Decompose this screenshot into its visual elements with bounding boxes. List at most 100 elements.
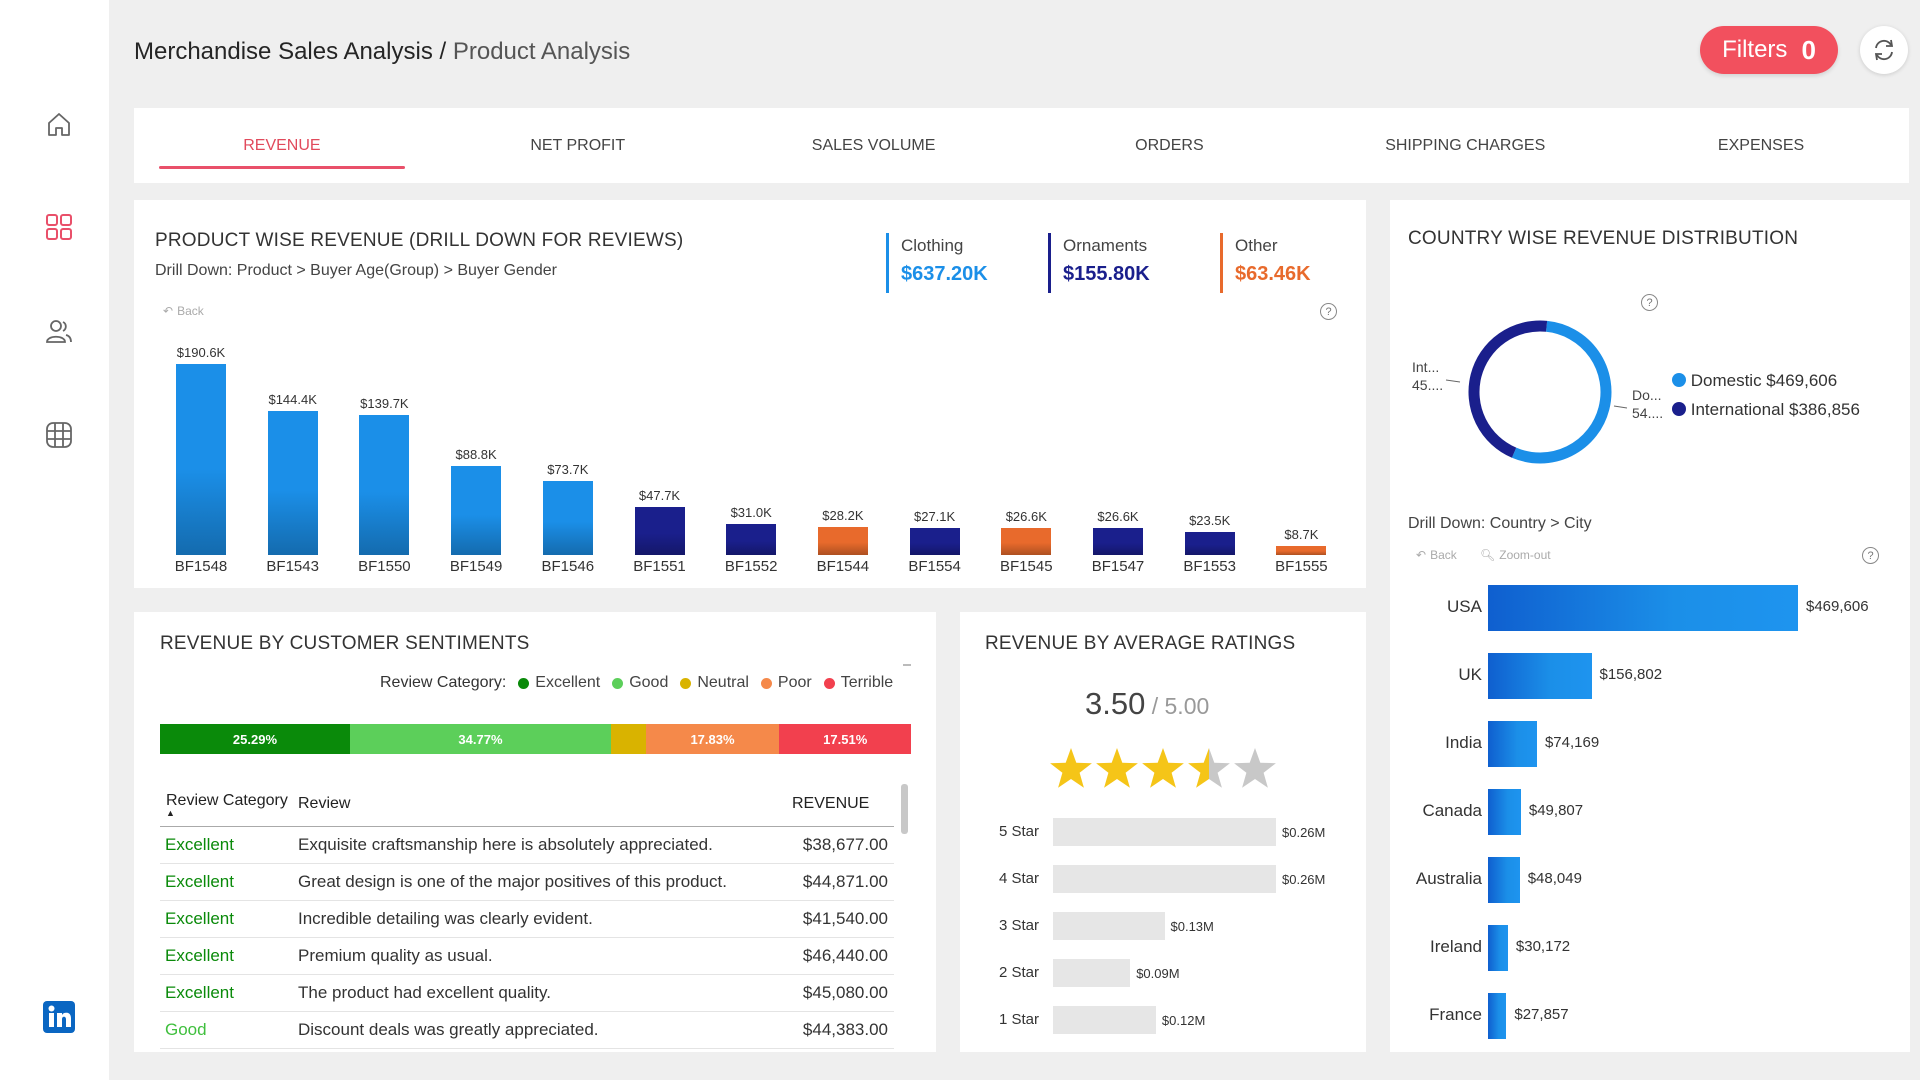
country-bar[interactable] xyxy=(1488,653,1592,699)
bar-category-label: BF1555 xyxy=(1275,558,1328,575)
scroll-grip[interactable] xyxy=(903,664,911,666)
refresh-button[interactable] xyxy=(1860,26,1908,74)
rating-bar[interactable] xyxy=(1053,818,1276,846)
donut-leader-line xyxy=(1613,405,1628,409)
rating-bar[interactable] xyxy=(1053,865,1276,893)
country-bar[interactable] xyxy=(1488,721,1537,767)
product-back-button[interactable]: ↶ Back xyxy=(163,304,204,318)
bar-value-label: $28.2K xyxy=(822,507,864,523)
tab-shipping-charges[interactable]: SHIPPING CHARGES xyxy=(1385,136,1546,154)
product-bar[interactable] xyxy=(1001,528,1052,555)
sentiment-stacked-bar: 25.29% 34.77% 17.83% 17.51% xyxy=(160,724,911,754)
product-bar[interactable] xyxy=(726,524,777,555)
product-help-icon[interactable]: ? xyxy=(1320,303,1337,320)
legend-terrible[interactable]: Terrible xyxy=(823,674,893,692)
table-row[interactable]: Excellent Great design is one of the majo… xyxy=(160,863,894,901)
bar-value-label: $47.7K xyxy=(638,488,681,504)
country-bar[interactable] xyxy=(1488,993,1507,1039)
tab-net-profit[interactable]: NET PROFIT xyxy=(530,136,626,154)
product-bar[interactable] xyxy=(817,526,868,555)
donut-slice-international[interactable] xyxy=(1468,320,1548,458)
users-icon[interactable] xyxy=(40,312,78,350)
sentiment-segment-excellent[interactable]: 25.29% xyxy=(160,724,350,754)
sentiment-segment-neutral[interactable] xyxy=(611,724,646,754)
donut-slice-domestic[interactable] xyxy=(1511,320,1612,464)
country-back-button[interactable]: ↶ Back xyxy=(1416,548,1457,562)
filters-button[interactable]: Filters 0 xyxy=(1700,26,1838,74)
rating-value-label: $0.26M xyxy=(1282,872,1326,887)
globe-icon[interactable] xyxy=(40,416,78,454)
product-bar[interactable] xyxy=(359,415,410,555)
product-bar[interactable] xyxy=(267,410,318,555)
country-bar[interactable] xyxy=(1488,585,1798,631)
table-row[interactable]: Good Discount deals was greatly appreciat… xyxy=(160,1011,894,1049)
kpi-ornaments-label: Ornaments xyxy=(1063,236,1148,255)
table-scrollbar[interactable] xyxy=(901,784,908,834)
tab-expenses[interactable]: EXPENSES xyxy=(1717,136,1805,154)
column-revenue[interactable]: REVENUE xyxy=(792,782,894,827)
country-zoom-out-button[interactable]: 🔍︎ Zoom-out xyxy=(1480,548,1551,562)
back-icon: ↶ xyxy=(1416,548,1427,562)
row-review: Exquisite craftsmanship here is absolute… xyxy=(298,826,792,864)
tab-orders[interactable]: ORDERS xyxy=(1135,136,1204,154)
country-donut-chart: Do... 54.... Int... 45.... xyxy=(1412,320,1663,464)
star-icon xyxy=(1096,748,1138,788)
tab-sales-volume[interactable]: SALES VOLUME xyxy=(811,136,936,154)
home-icon[interactable] xyxy=(40,105,78,143)
star-rating xyxy=(1050,748,1276,788)
column-review[interactable]: Review xyxy=(298,782,792,827)
rating-value-label: $0.26M xyxy=(1282,825,1326,840)
table-row[interactable]: Excellent Incredible detailing was clearl… xyxy=(160,900,894,938)
country-drill-text: Drill Down: Country > City xyxy=(1408,515,1592,532)
country-bar[interactable] xyxy=(1488,789,1521,835)
bar-value-label: $31.0K xyxy=(730,505,772,520)
country-help-icon[interactable]: ? xyxy=(1862,547,1879,564)
rating-bar[interactable] xyxy=(1053,912,1165,940)
donut-slice-label: 45.... xyxy=(1412,377,1443,393)
legend-neutral[interactable]: Neutral xyxy=(680,674,749,692)
sort-up-icon: ▲ xyxy=(166,807,175,818)
row-category: Excellent xyxy=(160,937,298,975)
legend-excellent[interactable]: Excellent xyxy=(518,674,600,692)
product-bar[interactable] xyxy=(1276,546,1327,555)
average-rating: 3.50 / 5.00 xyxy=(1085,686,1209,722)
table-row[interactable]: Excellent The product had excellent quali… xyxy=(160,974,894,1012)
average-rating-value: 3.50 xyxy=(1085,686,1146,721)
legend-international[interactable]: International $386,856 xyxy=(1672,395,1860,424)
rating-bar[interactable] xyxy=(1053,1006,1156,1034)
dashboard-icon[interactable] xyxy=(40,208,78,246)
kpi-other-value: $63.46K xyxy=(1235,263,1311,285)
breadcrumb: Merchandise Sales Analysis / Product Ana… xyxy=(134,38,630,66)
row-category: Excellent xyxy=(160,826,298,864)
product-bar[interactable] xyxy=(909,527,960,555)
column-review-category[interactable]: Review Category ▲ xyxy=(160,782,298,827)
tab-revenue[interactable]: REVENUE xyxy=(134,108,430,183)
linkedin-icon[interactable] xyxy=(40,998,78,1036)
legend-domestic[interactable]: Domestic $469,606 xyxy=(1672,366,1860,395)
legend-dot xyxy=(1672,373,1686,387)
average-rating-max: / 5.00 xyxy=(1145,693,1210,719)
rating-bar[interactable] xyxy=(1053,959,1131,987)
product-bar[interactable] xyxy=(176,364,226,555)
bar-category-label: BF1546 xyxy=(541,558,595,575)
product-bar[interactable] xyxy=(1093,528,1143,555)
country-bar[interactable] xyxy=(1488,857,1520,903)
product-bar[interactable] xyxy=(634,507,685,555)
legend-good[interactable]: Good xyxy=(612,674,668,692)
donut-help-icon[interactable]: ? xyxy=(1641,294,1658,311)
product-bar[interactable] xyxy=(542,481,593,555)
zoom-out-label: Zoom-out xyxy=(1499,548,1551,562)
legend-poor[interactable]: Poor xyxy=(760,674,812,692)
sentiment-segment-terrible[interactable]: 17.51% xyxy=(779,724,911,754)
sentiment-segment-good[interactable]: 34.77% xyxy=(349,724,612,754)
rating-category-label: 5 Star xyxy=(999,823,1040,840)
product-bar[interactable] xyxy=(1184,531,1235,555)
product-bar[interactable] xyxy=(451,466,502,555)
sentiment-segment-poor[interactable]: 17.83% xyxy=(645,724,780,754)
table-row[interactable]: Excellent Premium quality as usual. $46,44… xyxy=(160,937,894,975)
back-label: Back xyxy=(1430,548,1457,562)
bar-value-label: $144.4K xyxy=(268,391,317,407)
country-bar[interactable] xyxy=(1488,925,1508,971)
legend-dot xyxy=(760,677,772,689)
table-row[interactable]: Excellent Exquisite craftsmanship here is… xyxy=(160,826,894,864)
